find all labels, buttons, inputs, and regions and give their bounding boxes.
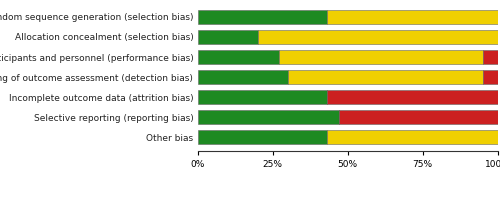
Bar bbox=[326, 130, 498, 144]
Bar bbox=[198, 110, 338, 124]
Bar bbox=[326, 10, 498, 24]
Bar bbox=[278, 50, 482, 64]
Bar bbox=[482, 50, 498, 64]
Bar bbox=[198, 30, 258, 44]
Bar bbox=[198, 70, 288, 84]
Bar bbox=[338, 110, 498, 124]
Bar bbox=[198, 10, 326, 24]
Bar bbox=[482, 70, 498, 84]
Bar bbox=[198, 130, 326, 144]
Bar bbox=[288, 70, 482, 84]
Bar bbox=[258, 30, 498, 44]
Bar bbox=[198, 90, 326, 104]
Bar bbox=[198, 50, 278, 64]
Bar bbox=[326, 90, 498, 104]
